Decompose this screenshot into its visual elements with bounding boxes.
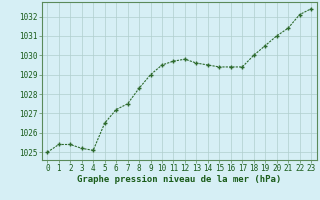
- X-axis label: Graphe pression niveau de la mer (hPa): Graphe pression niveau de la mer (hPa): [77, 175, 281, 184]
